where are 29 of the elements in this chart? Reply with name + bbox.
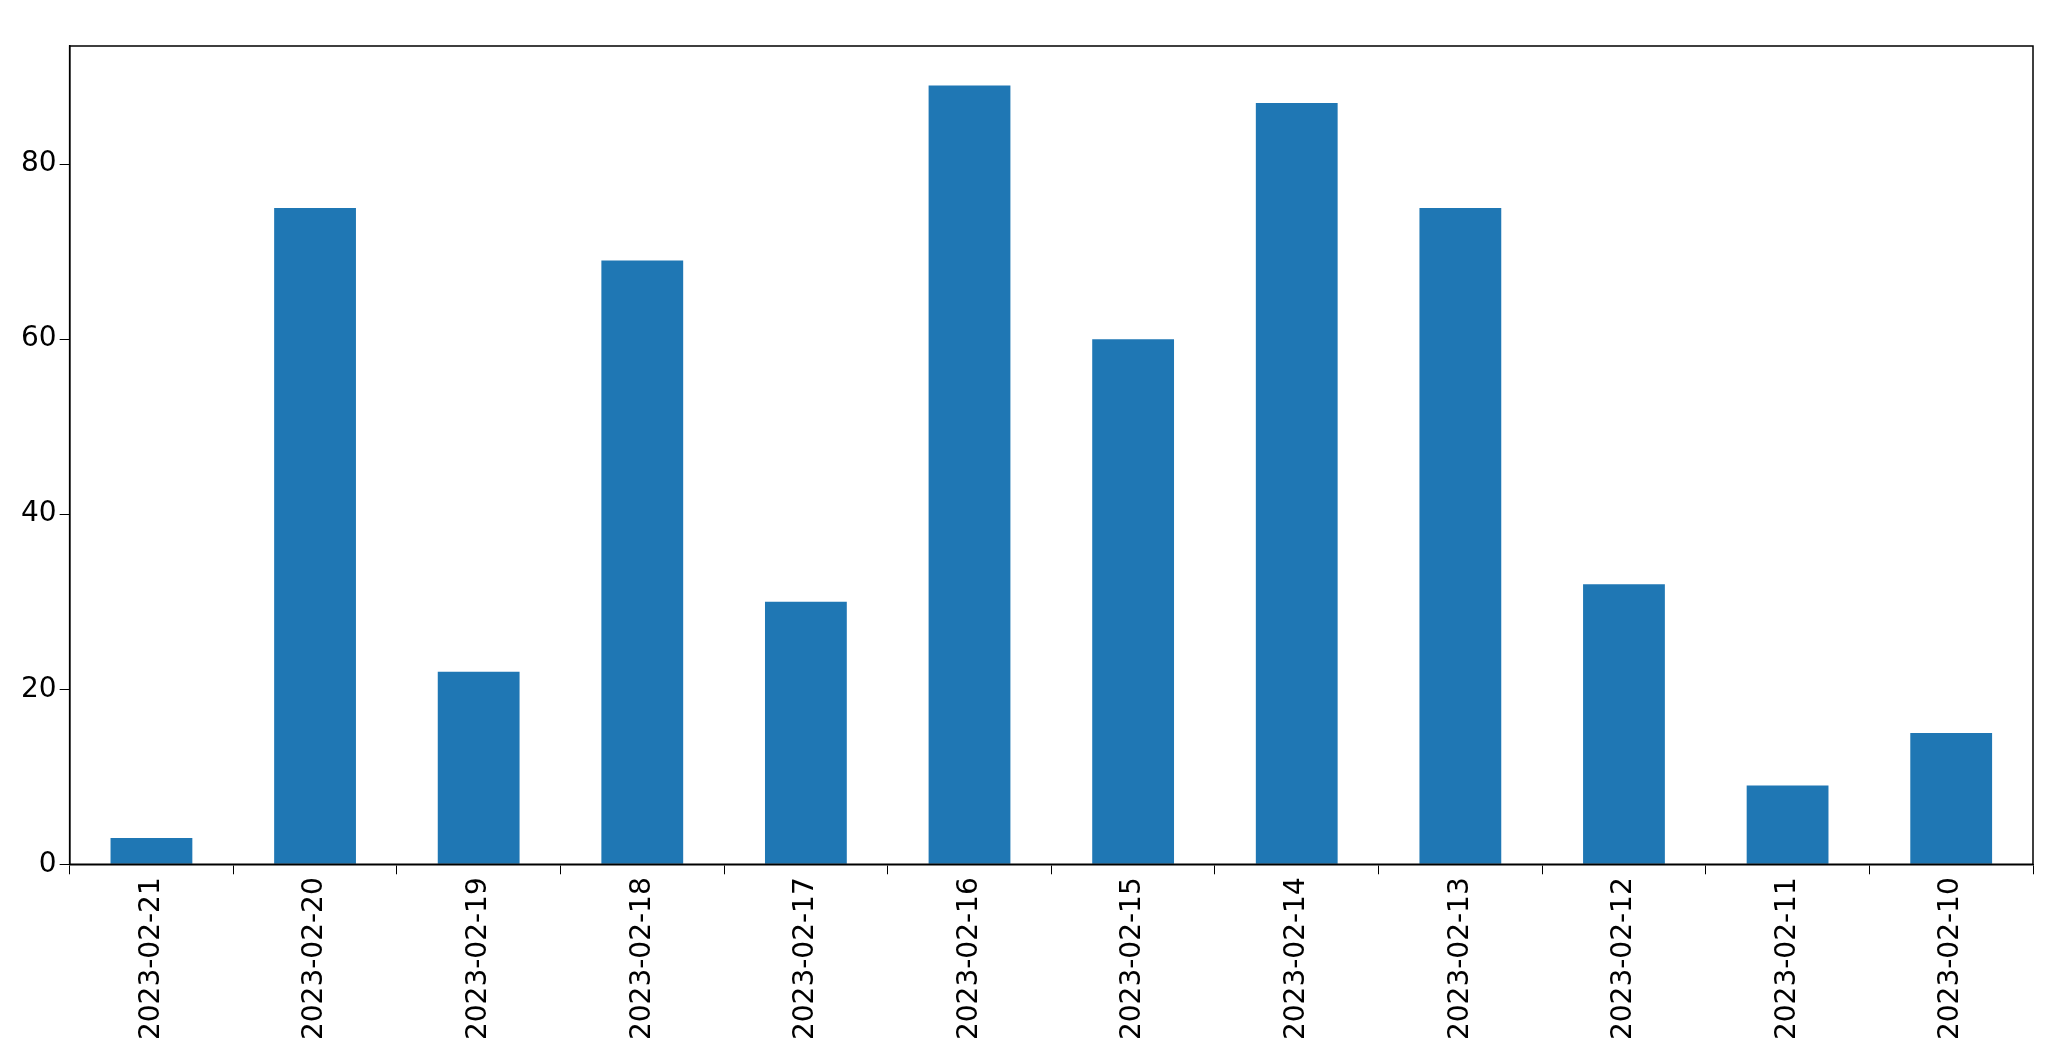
x-tick-label: 2023-02-10 xyxy=(1932,877,1966,1041)
bar xyxy=(110,838,193,864)
x-tick-label: 2023-02-11 xyxy=(1768,877,1802,1041)
bar xyxy=(1255,102,1338,864)
y-tick-label: 80 xyxy=(20,145,57,179)
bar xyxy=(1583,584,1665,864)
x-tick-label: 2023-02-13 xyxy=(1441,877,1475,1041)
bar xyxy=(601,260,684,864)
y-tick-label: 0 xyxy=(38,845,57,879)
bar xyxy=(1419,207,1502,864)
x-tick-label: 2023-02-18 xyxy=(623,877,657,1041)
bar xyxy=(1746,785,1829,864)
bar xyxy=(764,601,847,864)
x-tick-label: 2023-02-12 xyxy=(1605,877,1639,1041)
x-tick-label: 2023-02-16 xyxy=(950,877,984,1041)
bar xyxy=(928,85,1011,864)
bar xyxy=(1910,733,1993,864)
x-tick-label: 2023-02-20 xyxy=(296,877,330,1041)
y-tick-label: 20 xyxy=(20,670,57,704)
bar xyxy=(1092,339,1175,864)
x-tick-label: 2023-02-21 xyxy=(132,877,166,1041)
bar xyxy=(437,671,520,864)
x-tick-label: 2023-02-15 xyxy=(1114,877,1148,1041)
y-tick-label: 40 xyxy=(20,495,57,529)
x-tick-label: 2023-02-17 xyxy=(787,877,821,1041)
x-tick-label: 2023-02-14 xyxy=(1278,877,1312,1041)
bar xyxy=(274,207,356,864)
x-tick-label: 2023-02-19 xyxy=(459,877,493,1041)
y-tick-label: 60 xyxy=(20,320,57,354)
